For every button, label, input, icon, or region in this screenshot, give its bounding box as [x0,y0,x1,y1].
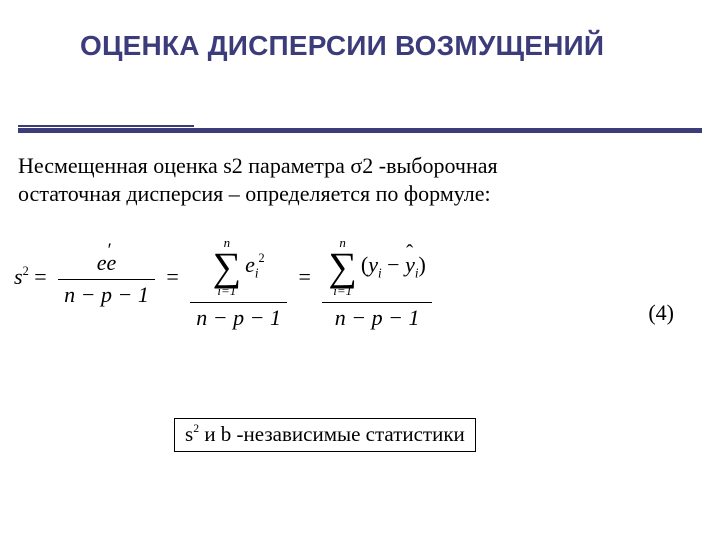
note-box: s2 и b -независимые статистики [174,418,476,452]
sigma-icon-2: ∑ [328,251,357,284]
equals-3: = [298,264,310,289]
sum1-bottom: i=1 [217,283,236,299]
lhs-sup: 2 [23,264,29,278]
minus-sign: − [382,252,405,277]
frac3-num: n ∑ i=1 (yi − yi) [322,228,431,303]
frac3-den: n − p − 1 [322,303,431,330]
sum2-bottom: i=1 [333,283,352,299]
intro-paragraph: Несмещенная оценка s2 параметра σ2 -выбо… [18,152,690,208]
note-s: s [185,422,193,446]
frac1-den: n − p − 1 [58,280,155,307]
slide-title: ОЦЕНКА ДИСПЕРСИИ ВОЗМУЩЕНИЙ [80,30,700,62]
lhs-s: s [14,264,23,289]
sum-1: n ∑ i=1 [213,235,242,299]
intro-line-2: остаточная дисперсия – определяется по ф… [18,181,491,206]
sum-2: n ∑ i=1 [328,235,357,299]
fraction-1: ee n − p − 1 [58,251,155,306]
equation-number: (4) [648,300,674,326]
title-rule-thin [18,125,194,127]
frac2-den: n − p − 1 [190,303,287,330]
equals-1: = [34,264,46,289]
e-prime: e [97,250,107,275]
fraction-3: n ∑ i=1 (yi − yi) n − p − 1 [322,228,431,330]
note-rest: и b -независимые статистики [199,422,465,446]
paren-close: ) [419,252,426,277]
fraction-2: n ∑ i=1 ei2 n − p − 1 [190,228,287,330]
frac1-num: ee [58,251,155,279]
e-sup: 2 [259,251,265,265]
e-sub: i [255,265,259,280]
sigma-icon-1: ∑ [213,251,242,284]
y-i: y [368,252,378,277]
formula-body: s2 = ee n − p − 1 = n ∑ i=1 [14,228,438,330]
y-hat: y [405,253,415,277]
intro-line-1: Несмещенная оценка s2 параметра σ2 -выбо… [18,153,498,178]
frac2-num: n ∑ i=1 ei2 [190,228,287,303]
note-s-sup: 2 [193,422,199,435]
e-i: e [245,252,255,277]
formula-4: s2 = ee n − p − 1 = n ∑ i=1 [14,228,680,330]
slide: ОЦЕНКА ДИСПЕРСИИ ВОЗМУЩЕНИЙ Несмещенная … [0,0,720,540]
equals-2: = [166,264,178,289]
title-rule-thick [18,128,702,133]
